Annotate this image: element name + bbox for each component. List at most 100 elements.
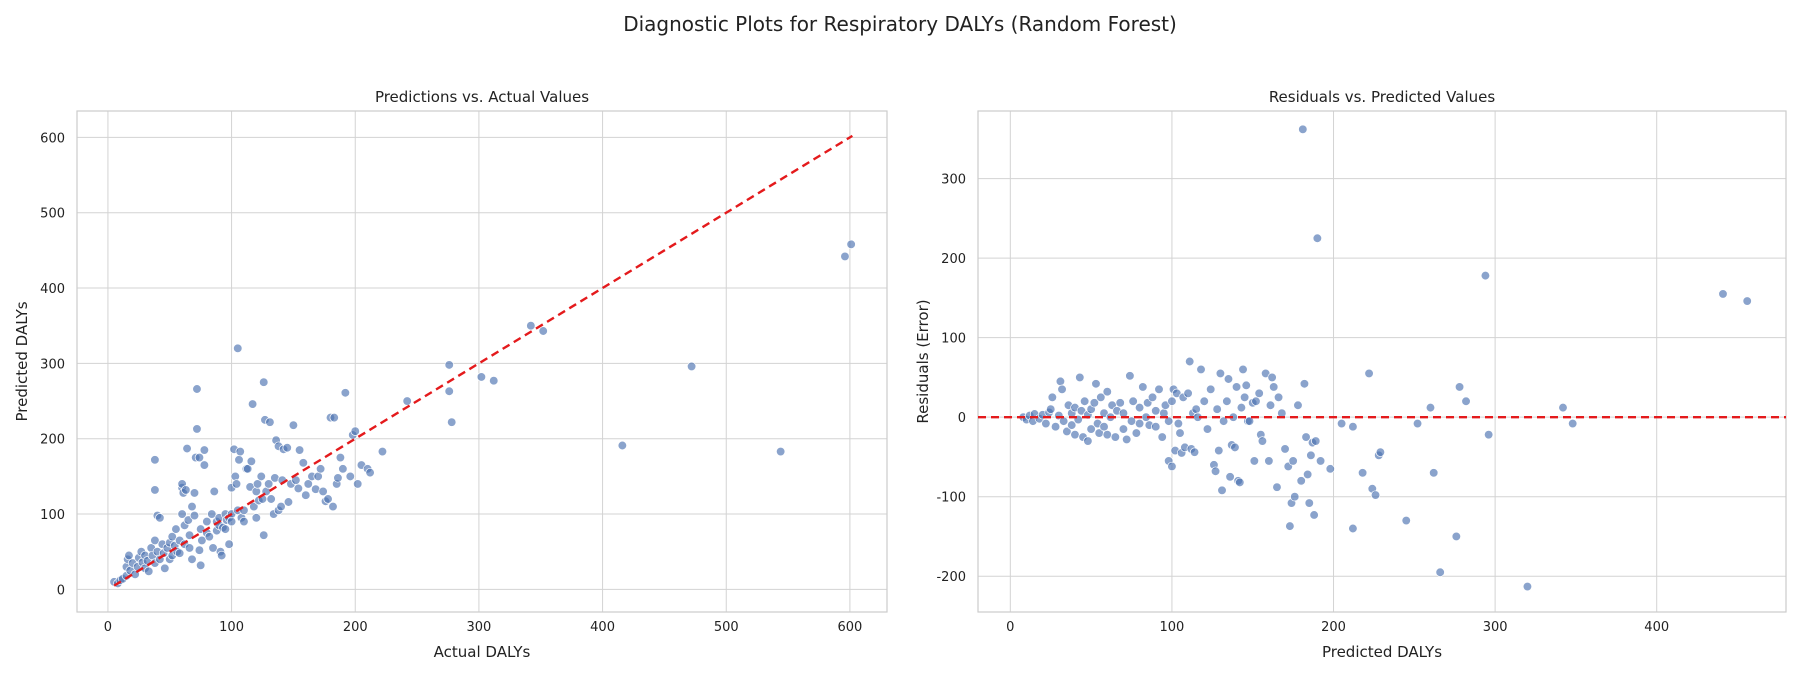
x-tick-label: 600	[837, 620, 862, 635]
data-point	[444, 360, 454, 370]
data-point	[288, 420, 299, 430]
data-point	[256, 471, 266, 482]
chart-title: Residuals vs. Predicted Values	[1269, 88, 1496, 106]
data-point	[526, 321, 536, 331]
data-point	[182, 443, 192, 454]
data-point	[1210, 466, 1221, 476]
data-point	[1083, 436, 1093, 446]
y-tick-label: 100	[40, 508, 65, 523]
data-point	[1070, 430, 1080, 440]
data-point	[1196, 364, 1206, 375]
data-point	[1154, 384, 1164, 394]
data-point	[208, 543, 218, 553]
data-point	[1235, 477, 1245, 488]
data-point	[1115, 398, 1125, 408]
y-tick-label: 0	[958, 411, 966, 426]
data-point	[1183, 388, 1193, 398]
x-tick-label: 0	[1006, 620, 1014, 635]
data-point	[1273, 392, 1284, 402]
data-point	[1370, 490, 1381, 500]
data-point	[1311, 436, 1321, 446]
axes-frame	[977, 110, 1787, 613]
data-point	[235, 446, 245, 457]
data-point	[183, 515, 193, 525]
data-point	[323, 494, 333, 504]
data-point	[1429, 468, 1439, 478]
data-point	[350, 426, 360, 436]
data-point	[1265, 400, 1276, 410]
data-point	[1249, 456, 1259, 466]
data-point	[1461, 396, 1471, 406]
data-point	[177, 509, 187, 519]
predictions-vs-actual-panel: 0 100 200 300 400 500 600 0 100 200 300 400 500 600 Pr…	[13, 88, 888, 661]
data-point	[489, 376, 499, 386]
data-point	[1304, 498, 1314, 508]
y-tick-label: 200	[941, 252, 966, 267]
data-point	[377, 446, 388, 457]
data-point	[1202, 424, 1213, 434]
data-point	[265, 417, 275, 427]
data-point	[1435, 567, 1445, 577]
data-point	[1336, 418, 1347, 429]
data-point	[1412, 418, 1423, 429]
data-point	[476, 372, 487, 382]
data-point	[1401, 515, 1411, 526]
data-point	[276, 501, 286, 512]
data-point	[1125, 371, 1135, 381]
x-tick-label: 400	[590, 620, 615, 635]
data-point	[1102, 430, 1112, 440]
data-point	[189, 488, 200, 498]
data-point	[234, 455, 244, 465]
data-point	[184, 543, 195, 553]
data-point	[192, 384, 202, 394]
data-point	[353, 479, 363, 489]
y-tick-label: 500	[40, 207, 65, 222]
data-point	[1134, 418, 1145, 429]
data-point	[333, 473, 343, 483]
data-point	[1312, 233, 1323, 243]
data-point	[1230, 442, 1240, 453]
data-point	[1315, 456, 1326, 466]
data-point	[444, 386, 454, 396]
data-point	[1118, 424, 1129, 434]
data-point	[328, 501, 338, 512]
data-point	[1089, 398, 1100, 408]
data-point	[1110, 432, 1121, 442]
data-point	[1251, 396, 1261, 406]
data-point	[1357, 468, 1368, 478]
data-point	[365, 467, 375, 478]
data-point	[209, 486, 219, 497]
data-point	[1131, 428, 1142, 438]
data-point	[1522, 581, 1533, 592]
data-point	[150, 485, 160, 495]
data-point	[1288, 456, 1298, 466]
data-point	[217, 550, 227, 561]
data-point	[1214, 445, 1224, 456]
data-point	[196, 560, 206, 570]
x-tick-label: 500	[714, 620, 739, 635]
data-point	[1296, 476, 1306, 486]
data-point	[1067, 420, 1077, 430]
x-tick-label: 200	[343, 620, 368, 635]
data-point	[1057, 384, 1067, 394]
y-tick-label: 600	[40, 131, 65, 146]
data-point	[1718, 289, 1728, 299]
data-point	[1298, 124, 1308, 134]
data-point	[181, 485, 191, 495]
data-point	[1451, 531, 1461, 542]
data-point	[1075, 372, 1085, 383]
data-point	[1238, 364, 1248, 375]
y-tick-label: 300	[40, 357, 65, 372]
data-point	[1280, 444, 1290, 454]
data-point	[1138, 382, 1148, 392]
data-point	[686, 361, 697, 372]
x-tick-label: 300	[466, 620, 491, 635]
x-tick-label: 100	[1160, 620, 1185, 635]
data-point	[259, 530, 269, 540]
y-axis-label: Residuals (Error)	[914, 299, 932, 423]
x-axis-label: Actual DALYs	[434, 643, 531, 661]
data-point	[1257, 436, 1268, 446]
data-point	[207, 509, 217, 519]
data-point	[1191, 404, 1201, 414]
